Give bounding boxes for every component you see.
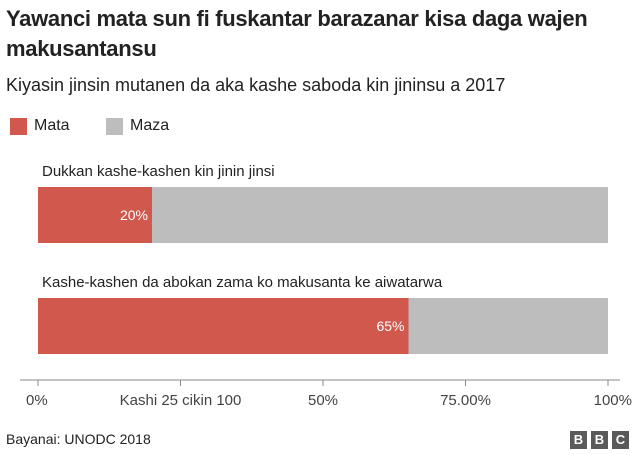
x-tick-label: 50% xyxy=(308,392,338,409)
x-tick-label: 75.00% xyxy=(440,392,491,409)
x-tick-label: Kashi 25 cikin 100 xyxy=(120,392,242,409)
category-label: Kashe-kashen da abokan zama ko makusanta… xyxy=(42,274,443,291)
bbc-logo-letter: C xyxy=(612,431,629,449)
bar-segment-mata xyxy=(38,187,152,243)
bar-segment-maza xyxy=(152,187,608,243)
legend-swatch-maza xyxy=(106,118,123,135)
data-label: 20% xyxy=(120,207,148,223)
bar-segment-mata xyxy=(38,298,409,354)
legend-label-mata: Mata xyxy=(34,117,70,134)
data-label: 65% xyxy=(376,318,404,334)
chart-subtitle: Kiyasin jinsin mutanen da aka kashe sabo… xyxy=(6,75,506,95)
bar-segment-maza xyxy=(408,298,608,354)
source-note: Bayanai: UNODC 2018 xyxy=(6,431,151,447)
chart-title: Yawanci mata sun fi fuskantar barazanar … xyxy=(6,6,588,61)
x-tick-label: 0% xyxy=(26,392,48,409)
legend-swatch-mata xyxy=(10,118,27,135)
bbc-logo-letter: B xyxy=(591,431,608,449)
legend-label-maza: Maza xyxy=(130,117,170,134)
x-tick-label: 100% xyxy=(594,392,632,409)
stacked-bar-chart: Dukkan kashe-kashen kin jinin jinsi 20% Ka… xyxy=(20,163,632,409)
category-label: Dukkan kashe-kashen kin jinin jinsi xyxy=(42,163,275,180)
bbc-logo-letter: B xyxy=(570,431,587,449)
